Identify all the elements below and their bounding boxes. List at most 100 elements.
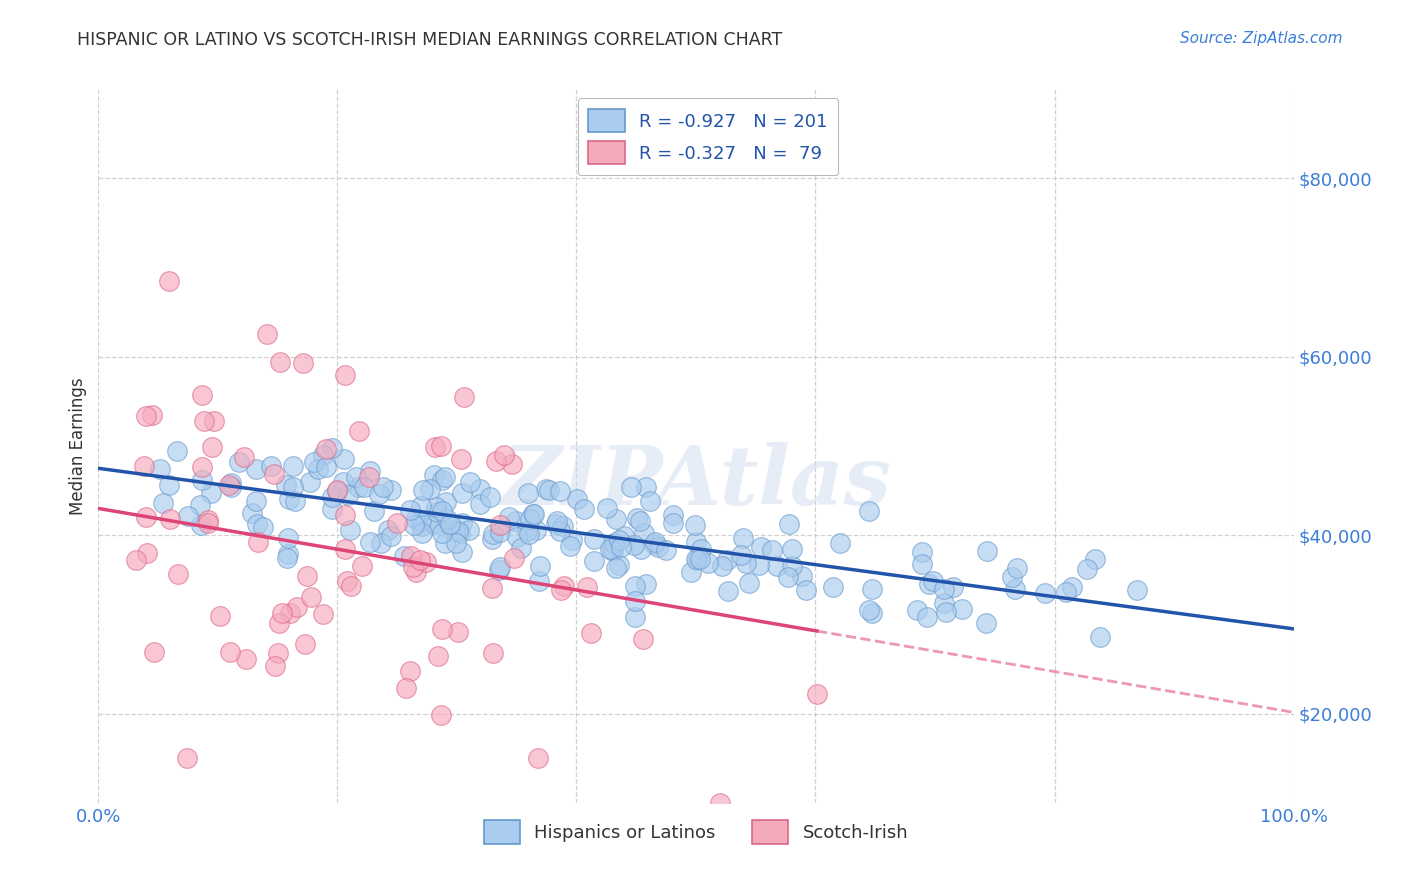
Point [644,534,666,549]
Point [245,494,267,508]
Point [136,546,159,560]
Point [683,517,706,532]
Point [252,520,274,534]
Point [689,551,711,566]
Point [529,559,551,574]
Point [575,580,598,594]
Point [1088,630,1111,644]
Point [761,542,783,557]
Point [458,475,481,489]
Point [433,470,456,484]
Point [1033,586,1056,600]
Point [246,516,269,531]
Point [240,506,263,520]
Point [336,488,359,502]
Point [1054,584,1077,599]
Point [950,602,973,616]
Point [709,796,731,810]
Point [1084,551,1107,566]
Point [135,409,157,423]
Point [517,527,540,541]
Point [782,558,804,573]
Point [294,637,316,651]
Text: ZIPAtlas: ZIPAtlas [501,442,891,522]
Point [166,443,188,458]
Point [716,583,738,598]
Point [197,516,219,530]
Point [218,645,240,659]
Point [380,483,402,498]
Point [245,462,267,476]
Point [605,561,627,575]
Point [610,540,633,554]
Point [1005,561,1028,575]
Point [690,542,713,557]
Point [662,516,685,530]
Point [550,582,572,597]
Point [449,526,471,541]
Point [505,514,527,528]
Point [613,529,636,543]
Point [974,616,997,631]
Point [335,508,357,522]
Point [498,510,520,524]
Point [439,516,461,531]
Point [315,459,337,474]
Point [430,439,453,453]
Point [394,549,416,563]
Point [315,442,337,456]
Point [436,511,458,525]
Point [152,496,174,510]
Point [284,494,307,508]
Point [451,516,474,530]
Point [357,470,380,484]
Point [458,523,481,537]
Point [432,504,454,518]
Point [640,494,662,508]
Point [405,512,427,526]
Point [299,475,322,489]
Point [359,465,381,479]
Point [233,450,256,465]
Point [716,553,738,567]
Point [860,606,883,620]
Point [623,594,645,608]
Point [385,516,408,531]
Point [312,607,335,622]
Point [135,510,157,524]
Point [408,553,430,567]
Point [269,355,291,369]
Point [489,525,512,540]
Point [132,458,155,473]
Point [778,570,800,584]
Point [352,558,374,573]
Point [235,652,257,666]
Point [430,707,453,722]
Point [359,535,381,549]
Text: HISPANIC OR LATINO VS SCOTCH-IRISH MEDIAN EARNINGS CORRELATION CHART: HISPANIC OR LATINO VS SCOTCH-IRISH MEDIA… [77,31,783,49]
Point [141,408,163,422]
Point [401,549,423,563]
Point [686,553,709,567]
Point [470,498,492,512]
Point [501,457,523,471]
Point [599,541,621,556]
Point [1060,581,1083,595]
Point [523,508,546,522]
Point [434,494,457,508]
Point [623,539,645,553]
Point [246,535,269,549]
Point [377,523,399,537]
Point [492,448,515,462]
Point [524,523,547,537]
Point [422,467,444,482]
Point [426,505,449,519]
Point [633,526,655,541]
Point [488,517,510,532]
Point [409,515,432,529]
Point [395,681,418,696]
Point [733,531,755,545]
Point [605,512,627,526]
Point [432,526,454,541]
Point [299,591,322,605]
